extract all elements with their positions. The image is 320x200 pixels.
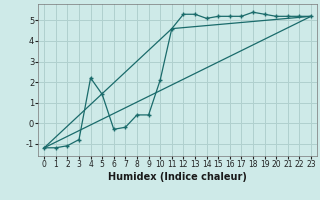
X-axis label: Humidex (Indice chaleur): Humidex (Indice chaleur) <box>108 172 247 182</box>
